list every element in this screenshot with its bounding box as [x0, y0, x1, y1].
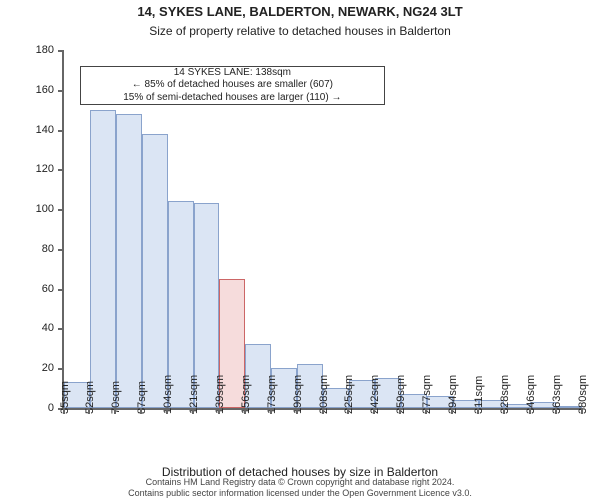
x-tick: 259sqm [395, 375, 407, 414]
x-tick: 380sqm [577, 375, 589, 414]
x-tick: 208sqm [318, 375, 330, 414]
x-tick: 363sqm [551, 375, 563, 414]
y-tick: 140 [36, 124, 64, 136]
x-tick: 104sqm [162, 375, 174, 414]
annotation-box: 14 SYKES LANE: 138sqm ← 85% of detached … [80, 66, 386, 106]
y-tick: 120 [36, 163, 64, 175]
x-tick: 70sqm [110, 381, 122, 414]
y-tick: 40 [42, 322, 64, 334]
license-line-1: Contains HM Land Registry data © Crown c… [0, 477, 600, 487]
x-tick: 173sqm [266, 375, 278, 414]
x-tick: 139sqm [214, 375, 226, 414]
x-tick: 52sqm [84, 381, 96, 414]
annotation-line-3: 15% of semi-detached houses are larger (… [87, 92, 379, 105]
x-tick: 294sqm [447, 375, 459, 414]
x-tick: 225sqm [343, 375, 355, 414]
x-tick: 277sqm [421, 375, 433, 414]
histogram-chart: { "title_super": "14, SYKES LANE, BALDER… [0, 0, 600, 500]
x-tick: 328sqm [499, 375, 511, 414]
x-tick: 190sqm [292, 375, 304, 414]
x-tick: 311sqm [473, 376, 485, 414]
histogram-bar [142, 134, 168, 408]
histogram-bar [116, 114, 142, 408]
x-tick: 346sqm [525, 375, 537, 414]
histogram-bar [90, 110, 116, 408]
x-tick: 242sqm [369, 375, 381, 414]
y-tick: 60 [42, 283, 64, 295]
y-tick: 100 [36, 203, 64, 215]
annotation-line-1: 14 SYKES LANE: 138sqm [87, 67, 379, 80]
y-tick: 180 [36, 44, 64, 56]
x-tick: 87sqm [136, 381, 148, 414]
plot-area: 14 SYKES LANE: 138sqm ← 85% of detached … [62, 50, 582, 410]
x-tick: 156sqm [240, 375, 252, 414]
license-text: Contains HM Land Registry data © Crown c… [0, 477, 600, 498]
x-tick: 121sqm [188, 375, 200, 414]
y-tick: 160 [36, 84, 64, 96]
chart-title: 14, SYKES LANE, BALDERTON, NEWARK, NG24 … [0, 4, 600, 19]
annotation-line-2: ← 85% of detached houses are smaller (60… [87, 79, 379, 92]
chart-subtitle: Size of property relative to detached ho… [0, 24, 600, 38]
x-tick: 35sqm [59, 381, 71, 414]
y-tick: 20 [42, 362, 64, 374]
y-tick: 80 [42, 243, 64, 255]
license-line-2: Contains public sector information licen… [0, 488, 600, 498]
